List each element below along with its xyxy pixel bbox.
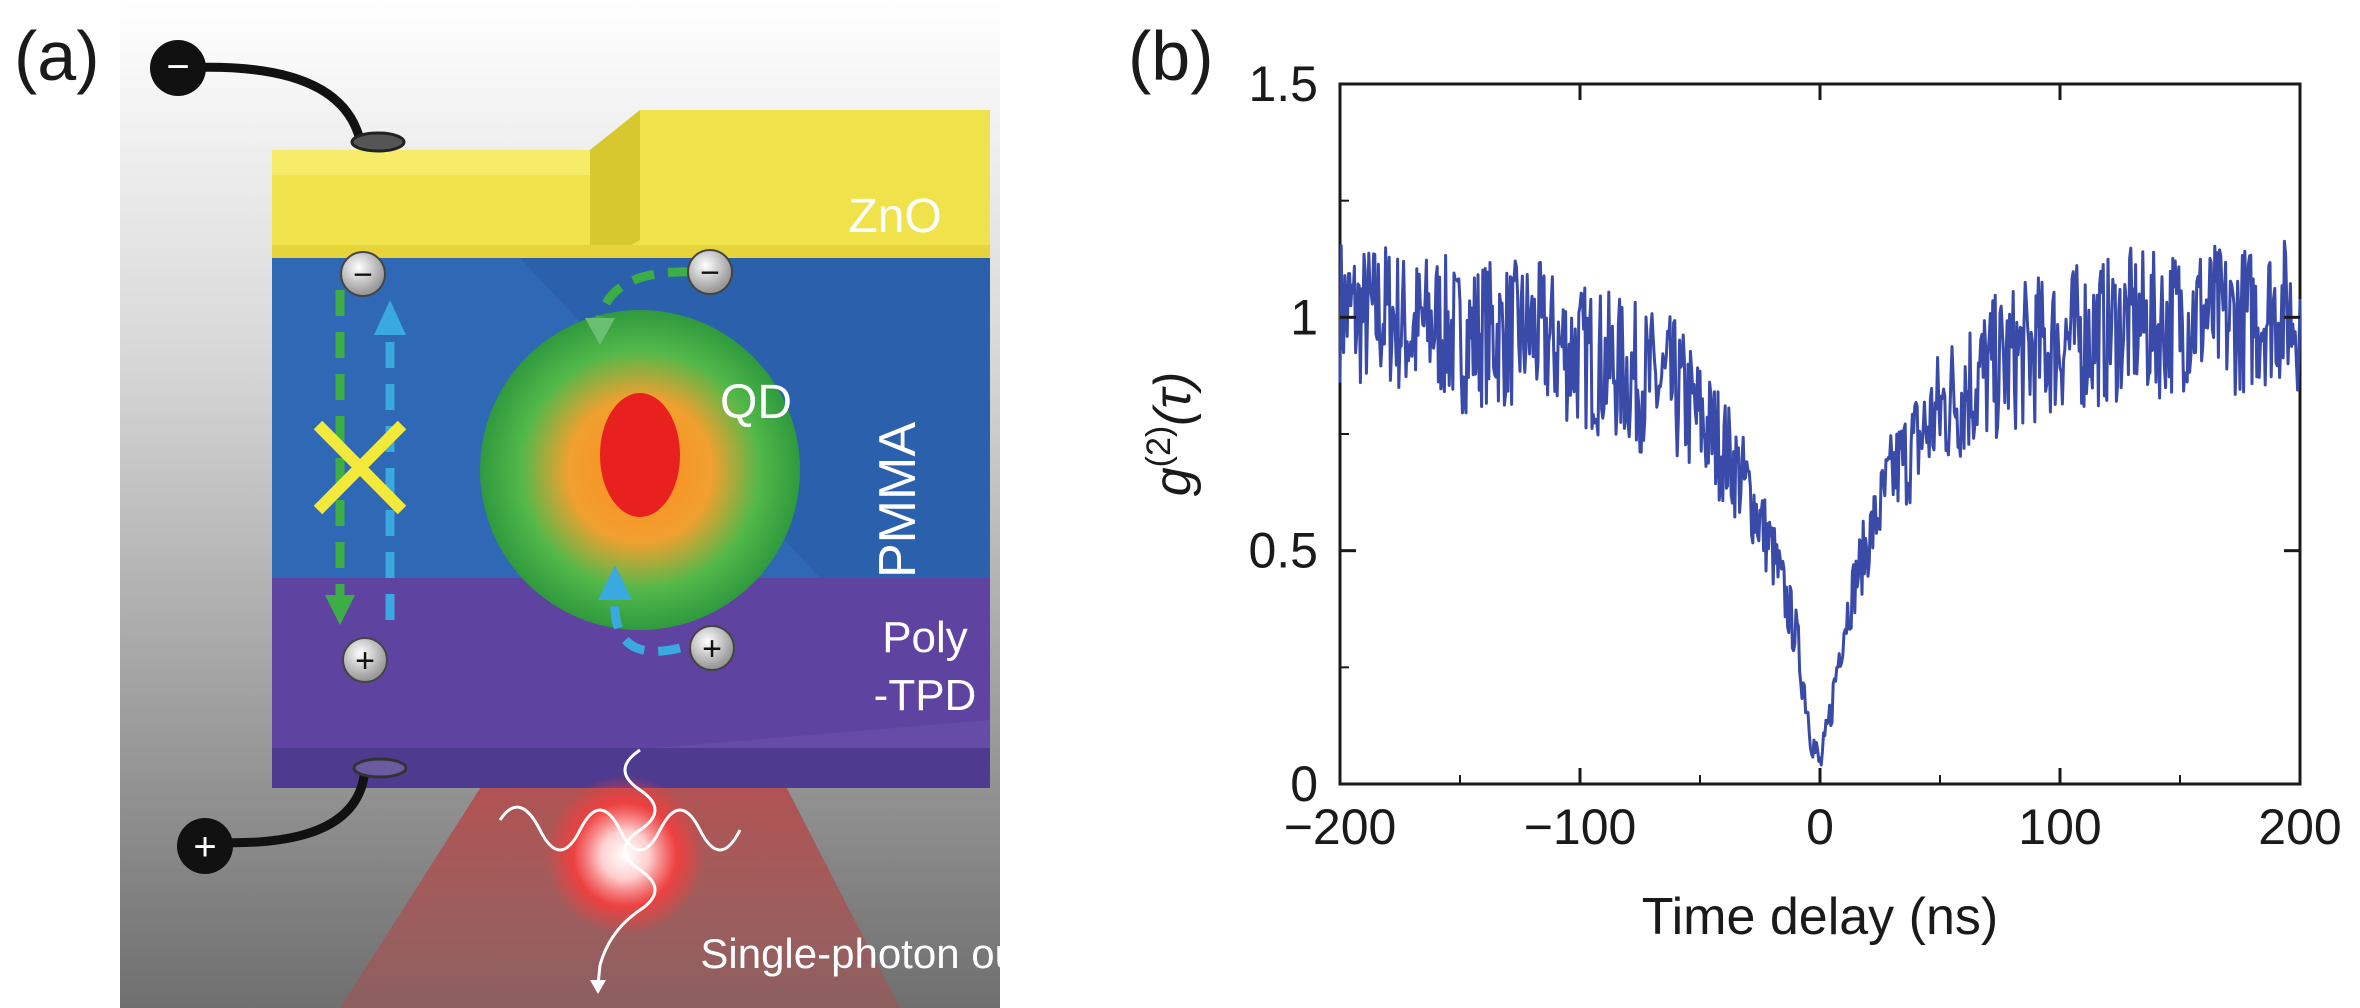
- electron-carrier-left: −: [340, 251, 386, 297]
- cathode-symbol: −: [166, 45, 189, 89]
- hole-path-qd: [598, 565, 682, 656]
- polytpd-label-line1: Poly: [882, 613, 968, 662]
- y-tick-label: 1.5: [1248, 56, 1318, 112]
- hole-carrier-right: +: [689, 625, 735, 671]
- panel-a-label: (a): [14, 17, 100, 95]
- zno-layer: [272, 110, 990, 270]
- panel-b-label: (b): [1128, 17, 1214, 95]
- cathode-wire: −: [150, 40, 406, 153]
- electron-carrier-right: −: [687, 249, 733, 295]
- svg-text:−: −: [353, 256, 373, 294]
- electron-path-left: [325, 290, 355, 625]
- anode-wire: +: [177, 757, 408, 874]
- svg-text:+: +: [702, 630, 722, 668]
- single-photon-out-label: Single-photon out: [700, 930, 1030, 977]
- qd-label: QD: [720, 376, 792, 429]
- g2-series-line: [1338, 239, 2302, 767]
- quantum-dot: [480, 310, 800, 630]
- x-tick-label: −200: [1284, 799, 1397, 855]
- polytpd-label-line2: -TPD: [874, 671, 977, 720]
- blocked-recombination-mark: [313, 420, 407, 515]
- y-tick-label: 0.5: [1248, 523, 1318, 579]
- y-tick-label: 1: [1290, 289, 1318, 345]
- hole-path-left: [374, 300, 406, 620]
- y-tick-label: 0: [1290, 756, 1318, 812]
- polytpd-layer: [272, 578, 990, 788]
- svg-text:+: +: [355, 642, 375, 680]
- x-axis-label: Time delay (ns): [1642, 888, 1998, 946]
- hole-carrier-left: +: [342, 637, 388, 683]
- anode-symbol: +: [193, 825, 216, 869]
- x-tick-label: 100: [2018, 799, 2101, 855]
- x-tick-label: −100: [1524, 799, 1637, 855]
- photon-emission: [498, 748, 742, 994]
- x-tick-label: 200: [2258, 799, 2341, 855]
- y-axis-label: g(2)(τ): [1140, 372, 1202, 497]
- device-schematic: − − + + − + ZnO QD PMMA Poly -TPD Single…: [120, 0, 1030, 1008]
- plot-frame: [1338, 82, 2302, 786]
- zno-label: ZnO: [848, 190, 941, 243]
- qd-core: [600, 393, 680, 517]
- svg-text:−: −: [700, 254, 720, 292]
- x-tick-label: 0: [1806, 799, 1834, 855]
- electron-path-qd: [585, 267, 691, 345]
- pmma-label: PMMA: [869, 422, 927, 578]
